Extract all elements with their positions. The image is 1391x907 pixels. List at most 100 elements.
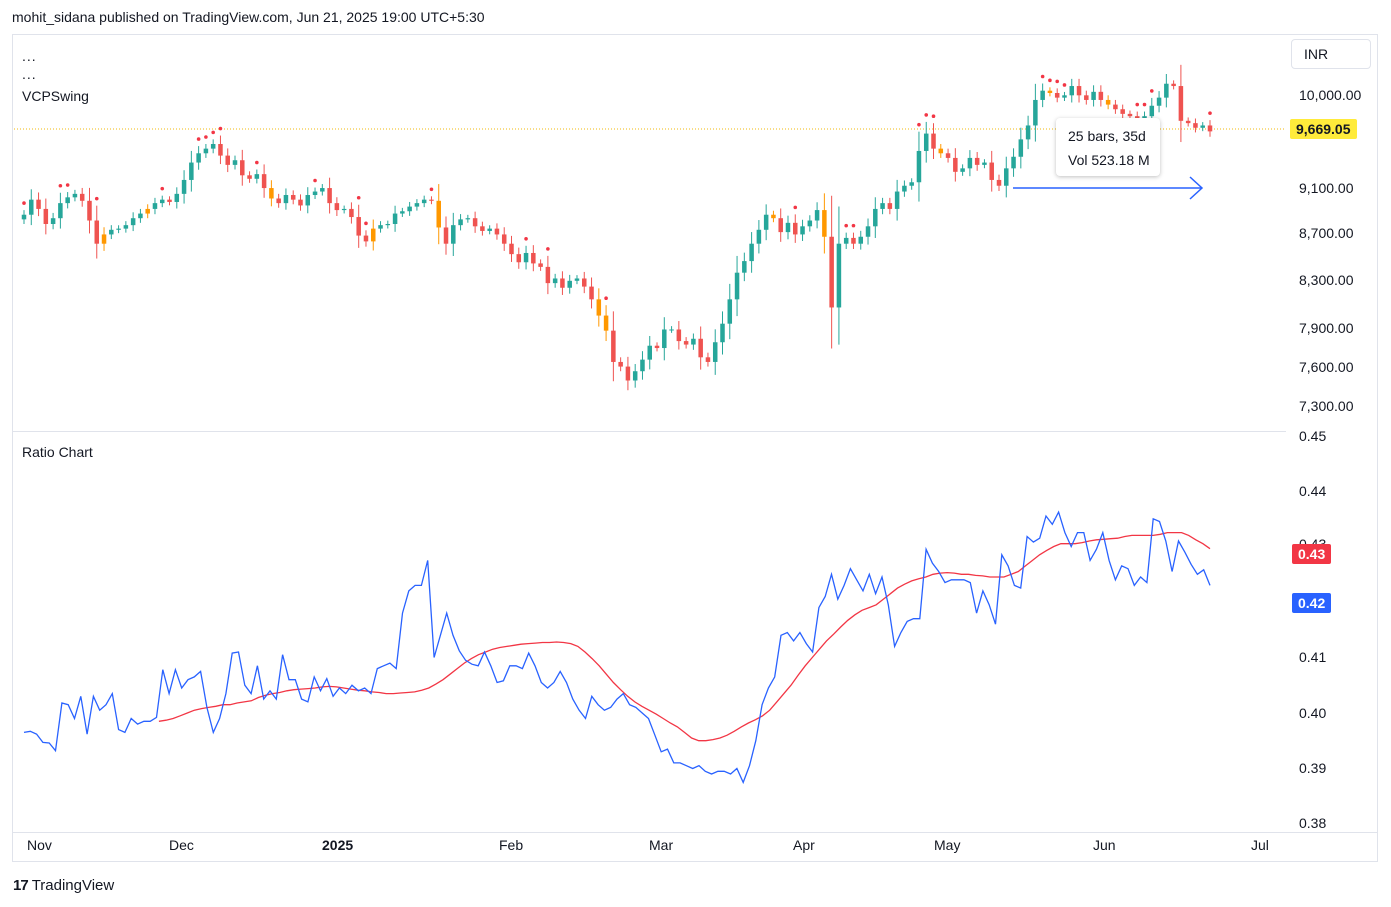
candle-body: [29, 199, 34, 215]
candle-body: [65, 197, 70, 204]
candle-body: [458, 219, 463, 226]
candle-body: [196, 153, 201, 163]
candle-body: [1171, 83, 1176, 87]
candle-body: [807, 220, 813, 227]
candle-body: [887, 203, 893, 209]
ratio-ma-line: [158, 531, 1211, 742]
last-price-tag: 9,669.05: [1290, 119, 1357, 139]
candle-body: [421, 199, 427, 204]
candle-body: [574, 278, 580, 281]
candle-body: [538, 263, 543, 267]
candle-body: [552, 278, 558, 284]
candle-body: [203, 148, 209, 154]
tradingview-logo[interactable]: 17 TradingView: [13, 877, 114, 894]
candle-body: [1033, 99, 1038, 126]
pane-separator[interactable]: [12, 431, 1286, 432]
candle-body: [334, 203, 340, 211]
price-axis-label: 7,900.00: [1299, 320, 1354, 336]
candle-body: [894, 191, 900, 209]
arrow-head: [1189, 176, 1204, 200]
high-marker: [924, 113, 929, 117]
high-marker: [851, 223, 856, 228]
high-markers: [22, 74, 1212, 301]
ratio-line: [23, 510, 1211, 785]
candle-body: [327, 188, 332, 204]
main-study-title[interactable]: VCPSwing: [22, 88, 89, 104]
candle-body: [429, 199, 434, 201]
candle-body: [545, 266, 551, 284]
candle-body: [36, 199, 41, 209]
candle-body: [50, 218, 56, 224]
ratio-pane-title[interactable]: Ratio Chart: [22, 444, 93, 460]
candle-body: [873, 208, 878, 227]
candle-body: [305, 195, 311, 206]
candle-body: [749, 243, 754, 262]
candle-body: [938, 148, 944, 154]
candle-body: [1040, 90, 1045, 100]
candle-body: [254, 174, 260, 179]
candle-body: [1069, 86, 1075, 96]
candle-body: [654, 345, 660, 349]
high-marker: [1142, 102, 1147, 107]
candle-body: [487, 228, 492, 231]
candle-body: [1127, 113, 1133, 117]
time-axis-label: Jul: [1251, 837, 1269, 853]
time-axis-label: Dec: [169, 837, 194, 853]
candle-body: [72, 193, 78, 198]
candle-body: [509, 243, 514, 255]
candle-body: [356, 217, 361, 236]
candle-body: [625, 366, 631, 381]
candle-body: [320, 188, 325, 192]
time-axis-label: Mar: [649, 837, 674, 853]
candle-body: [1156, 97, 1162, 106]
candle-body: [734, 272, 740, 300]
candle-body: [902, 185, 907, 192]
high-marker: [524, 236, 528, 241]
candle-body: [43, 208, 49, 224]
time-axis-separator: [12, 832, 1378, 833]
candle-body: [523, 252, 529, 263]
high-marker: [1040, 74, 1045, 79]
candle-body: [836, 243, 842, 308]
candle-body: [516, 254, 522, 263]
candle-body: [945, 153, 951, 158]
candle-body: [560, 278, 565, 288]
collapsed-indicators-1[interactable]: ...: [22, 48, 37, 64]
candle-body: [822, 210, 827, 237]
candle-body: [989, 162, 994, 180]
ratio-ma-tag: 0.43: [1292, 544, 1332, 564]
candle-body: [1047, 90, 1053, 93]
candle-body: [1105, 99, 1111, 105]
currency-selector[interactable]: INR: [1291, 39, 1371, 69]
time-axis-label: Jun: [1093, 837, 1116, 853]
ratio-axis-label: 0.45: [1299, 428, 1327, 444]
candle-body: [785, 222, 791, 233]
candle-body: [763, 214, 769, 230]
candle-body: [378, 225, 383, 229]
candle-body: [1120, 109, 1125, 114]
price-axis-label: 10,000.00: [1299, 87, 1362, 103]
candle-body: [370, 228, 376, 242]
candle-body: [414, 203, 420, 207]
projection-arrow[interactable]: [1013, 176, 1204, 200]
candle-body: [1185, 120, 1191, 124]
candle-body: [312, 191, 318, 196]
candle-body: [1113, 104, 1118, 110]
candle-body: [1011, 156, 1016, 169]
time-axis-label: May: [934, 837, 961, 853]
price-axis-label: 8,300.00: [1299, 272, 1354, 288]
candle-body: [756, 229, 762, 244]
candle-body: [843, 237, 849, 244]
candle-body: [87, 200, 92, 221]
candle-body: [232, 160, 238, 165]
tradingview-brand: TradingView: [31, 877, 115, 894]
candle-body: [662, 329, 667, 349]
candle-body: [793, 222, 798, 235]
collapsed-indicators-2[interactable]: ...: [22, 66, 37, 82]
candle-body: [400, 211, 405, 214]
high-marker: [1135, 102, 1140, 107]
candle-body: [829, 236, 834, 308]
candle-body: [531, 252, 536, 264]
high-marker: [218, 126, 223, 131]
